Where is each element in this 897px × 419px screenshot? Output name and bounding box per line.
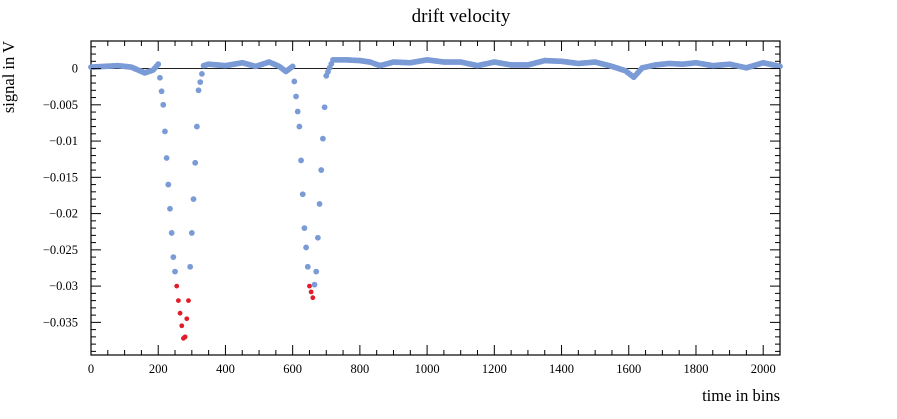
data-point [190,196,197,202]
data-point [170,254,177,260]
data-point [293,93,299,100]
data-point [160,101,167,108]
data-point [321,104,328,111]
data-point [158,88,165,95]
peak-highlight-point [186,298,191,304]
y-axis-label: signal in V [0,41,18,113]
peak-highlight-point [179,323,185,329]
data-point [298,157,304,164]
data-point [316,201,323,207]
data-point [291,78,298,85]
data-point [301,225,308,231]
y-tick-label: −0.035 [43,315,78,329]
data-point [318,167,325,173]
x-tick-label: 0 [88,362,94,376]
data-point [192,159,199,166]
data-points [88,56,783,341]
data-point [162,128,168,135]
x-tick-label: 1000 [415,362,440,376]
x-tick-label: 2000 [751,362,776,376]
x-tick-label: 400 [216,362,235,376]
peak-highlight-point [182,334,188,340]
y-tick-label: 0 [72,62,78,76]
plot-frame [90,40,781,356]
x-axis-label: time in bins [702,386,780,405]
y-axis-ticks: 0 −0.005 −0.01 −0.015 −0.02 −0.025 −0.03 −0.035 [43,46,780,352]
data-point [172,268,178,275]
peak-highlight-point [184,316,190,322]
x-tick-label: 800 [351,362,370,376]
chart-title: drift velocity [412,6,511,27]
x-tick-label: 1200 [482,362,507,376]
data-point [188,230,195,236]
data-point [168,230,175,236]
data-point [777,63,783,70]
data-point [165,181,172,188]
data-point [299,191,306,198]
y-tick-label: −0.01 [49,134,78,148]
y-tick-label: −0.03 [49,279,78,293]
data-point [199,70,205,77]
x-tick-label: 1400 [549,362,574,376]
data-point [155,61,162,68]
x-tick-label: 1600 [616,362,641,376]
peak-highlight-point [174,283,180,289]
data-point [314,234,321,241]
data-point [193,123,200,130]
y-tick-label: −0.025 [43,243,78,257]
y-tick-label: −0.005 [43,98,78,112]
data-point [157,74,163,81]
x-axis-ticks: 0 200 400 600 800 1000 1200 1400 1600 1800 2000 [88,41,781,376]
data-point [197,79,204,85]
peak-highlight-point [310,295,316,301]
peak-highlight-point [175,298,181,304]
data-point [187,263,194,270]
data-point [163,155,170,161]
data-point [311,281,318,288]
data-point [294,108,301,115]
peak-highlight-point [177,310,183,316]
y-tick-label: −0.015 [43,170,78,184]
peak-highlight-point [308,289,314,295]
y-tick-label: −0.02 [49,207,78,221]
data-point [320,135,326,142]
x-tick-label: 1800 [683,362,708,376]
data-point [289,63,296,70]
x-tick-label: 200 [149,362,168,376]
data-point [195,87,202,94]
peak-highlight-point [307,283,312,289]
data-point [303,244,309,251]
data-point [296,123,303,130]
data-point [304,263,311,270]
data-point [167,205,173,212]
data-point [313,268,320,275]
x-tick-label: 600 [283,362,302,376]
